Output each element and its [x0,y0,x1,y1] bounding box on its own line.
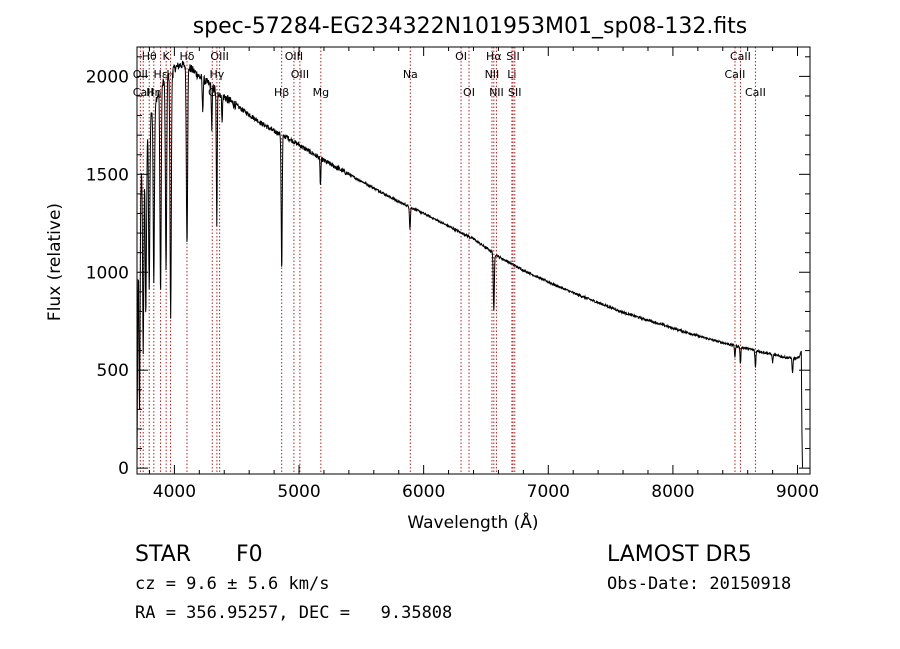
x-tick-label-1: 5000 [277,482,320,502]
y-tick-label-3: 1500 [86,165,129,185]
y-tick-label-4: 2000 [86,67,129,87]
x-axis-label: Wavelength (Å) [407,511,538,533]
plot-frame [136,46,811,475]
line-marker-label-9: OIII [210,50,228,63]
line-marker-label-26: CaII [745,86,766,99]
x-tick-label-4: 8000 [651,482,694,502]
line-marker-label-13: OIII [291,68,309,81]
line-marker-label-16: OI [455,50,467,63]
line-marker-label-11: Hβ [274,86,289,99]
x-axis: 4000 5000 6000 7000 8000 9000 [148,47,819,502]
line-marker-label-24: CaII [730,50,751,63]
x-tick-label-0: 4000 [153,482,196,502]
line-marker-label-15: Na [403,68,418,81]
redshift-text: cz = 9.6 ± 5.6 km/s [135,574,329,594]
line-marker-label-22: Li [507,68,516,81]
line-marker-label-6: H [166,68,174,81]
line-marker-label-18: Hα [486,50,502,63]
line-marker-label-4: K [163,50,171,63]
survey-name: LAMOST DR5 [607,542,752,567]
line-marker-label-25: CaII [725,68,746,81]
y-axis-label: Flux (relative) [45,203,65,321]
line-marker-label-1: OII [133,68,148,81]
obs-date-text: Obs-Date: 20150918 [607,574,791,594]
line-marker-label-7: Hδ [179,50,194,63]
x-tick-label-3: 7000 [527,482,570,502]
object-subclass: F0 [236,542,263,567]
object-class: STAR [135,542,191,567]
line-marker-label-12: OIII [285,50,303,63]
line-marker-label-21: SII [506,50,519,63]
spectrum-line [136,60,803,468]
line-marker-label-23: SII [508,86,521,99]
y-axis: 0 500 1000 1500 2000 [86,56,810,479]
line-markers: HθOIICaIIHηKHεHHδGOIIIHγHβOIIIOIIIMgNaOI… [133,47,766,474]
y-tick-label-2: 1000 [86,263,129,283]
plot-area [136,60,803,468]
chart-title: spec-57284-EG234322N101953M01_sp08-132.f… [193,14,748,39]
line-marker-label-19: NII [485,68,500,81]
x-tick-label-5: 9000 [776,482,819,502]
y-tick-label-0: 0 [118,459,129,479]
x-tick-label-2: 6000 [402,482,445,502]
radec-text: RA = 356.95257, DEC = 9.35808 [135,603,452,623]
line-marker-label-20: NII [489,86,504,99]
line-marker-label-14: Mg [313,86,329,99]
y-tick-label-1: 500 [97,361,129,381]
line-marker-label-0: Hθ [142,50,157,63]
line-marker-label-17: OI [463,86,475,99]
line-marker-label-10: Hγ [209,68,224,81]
line-marker-label-5: Hε [153,68,167,81]
